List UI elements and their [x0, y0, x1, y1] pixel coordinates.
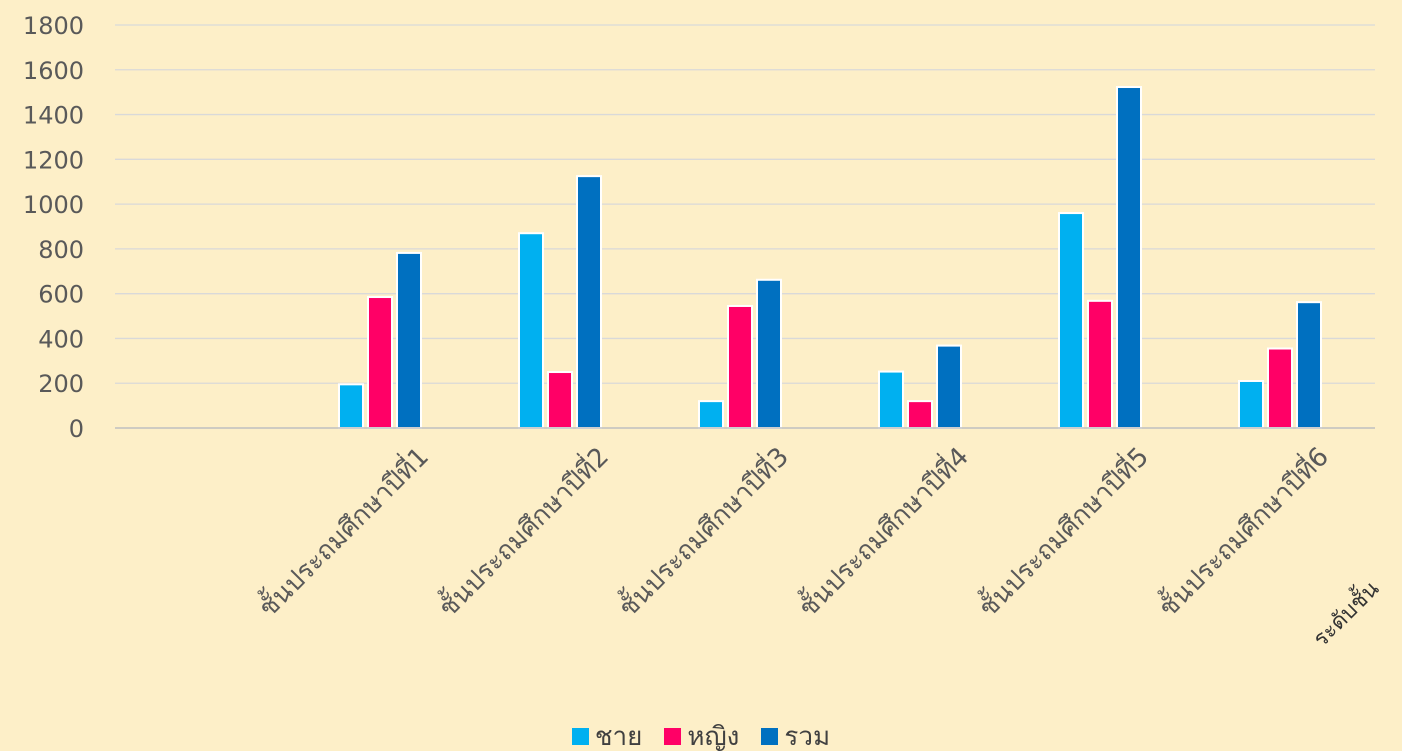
bar-male: [518, 232, 544, 429]
bar-total: [936, 344, 962, 429]
y-tick-label: 1400: [23, 102, 84, 130]
y-tick-label: 1200: [23, 146, 84, 174]
gridlines: [115, 24, 1375, 384]
legend-item: หญิง: [664, 716, 739, 751]
y-tick-label: 1600: [23, 57, 84, 85]
bar-total: [396, 251, 422, 429]
x-category-label: ชั้นประถมศึกษาปีที่6: [1150, 438, 1335, 623]
x-category-label: ชั้นประถมศึกษาปีที่3: [610, 438, 795, 623]
bar-male: [878, 370, 904, 429]
bar-female: [547, 371, 573, 429]
bar-female: [367, 296, 393, 429]
bar-male: [338, 383, 364, 430]
y-tick-label: 1000: [23, 191, 84, 219]
legend-item: รวม: [761, 716, 830, 751]
bar-female: [1087, 299, 1113, 430]
x-axis-title: ระดับชั้น: [1306, 574, 1384, 652]
y-tick-label: 200: [38, 370, 84, 398]
y-tick-label: 600: [38, 281, 84, 309]
legend-swatch: [761, 728, 779, 745]
y-tick-label: 1800: [23, 12, 84, 40]
legend-label: ชาย: [594, 722, 643, 751]
legend-label: รวม: [784, 722, 831, 751]
bar-female: [907, 400, 933, 429]
x-category-label: ชั้นประถมศึกษาปีที่1: [250, 438, 435, 623]
bar-male: [1058, 212, 1084, 429]
y-tick-label: 0: [69, 415, 84, 443]
x-category-label: ชั้นประถมศึกษาปีที่2: [430, 438, 615, 623]
x-category-label: ชั้นประถมศึกษาปีที่4: [790, 438, 975, 623]
legend-label: หญิง: [687, 722, 740, 751]
y-tick-label: 800: [38, 236, 84, 264]
legend-swatch: [664, 728, 682, 745]
legend-item: ชาย: [571, 716, 643, 751]
y-tick-label: 400: [38, 325, 84, 353]
bar-total: [576, 175, 602, 429]
bar-male: [698, 400, 724, 429]
bar-total: [1116, 86, 1142, 430]
bar-male: [1238, 379, 1264, 430]
bars: [338, 86, 1322, 430]
bar-female: [727, 304, 753, 430]
x-axis-categories: ชั้นประถมศึกษาปีที่1ชั้นประถมศึกษาปีที่2…: [250, 438, 1335, 623]
y-axis-ticks: 0 200 400 600 800 1000 1200 1400 1600 1800: [23, 12, 84, 443]
legend-swatch: [571, 728, 589, 745]
x-category-label: ชั้นประถมศึกษาปีที่5: [970, 438, 1155, 623]
bar-female: [1267, 347, 1293, 429]
bar-total: [756, 278, 782, 429]
bar-total: [1296, 301, 1322, 429]
legend: ชาย หญิง รวม: [0, 716, 1402, 751]
